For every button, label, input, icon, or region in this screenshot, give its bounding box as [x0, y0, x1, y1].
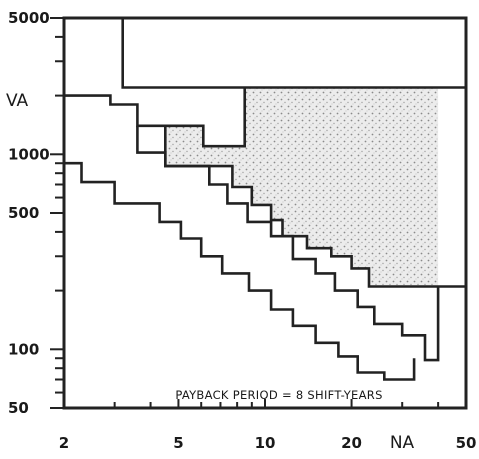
y-axis-title: VA — [6, 91, 29, 111]
shaded-region — [165, 87, 439, 287]
x-tick-label: 50 — [456, 434, 477, 452]
x-tick-label: 10 — [255, 434, 276, 452]
x-tick-label: 2 — [59, 434, 69, 452]
y-tick-label: 500 — [8, 204, 39, 222]
y-tick-label: 50 — [8, 399, 29, 417]
y-tick-label: 5000 — [8, 9, 50, 27]
boundary-line-5 — [64, 161, 416, 381]
x-axis-title: NA — [390, 433, 415, 453]
boundary-line-1 — [121, 18, 466, 89]
series-layer — [64, 18, 466, 381]
y-tick-label: 100 — [8, 340, 39, 358]
y-tick-label: 1000 — [8, 145, 50, 163]
y-ticks-layer: 50 100 500 1000 5000 — [8, 9, 64, 417]
x-tick-label: 5 — [173, 434, 183, 452]
boundary-line-2 — [64, 87, 246, 148]
x-tick-label: 20 — [341, 434, 362, 452]
boundary-line-4 — [136, 125, 440, 362]
shaded-region-layer — [165, 87, 439, 287]
x-ticks-layer: 2 5 10 20 50 — [59, 399, 477, 452]
payback-annotation: PAYBACK PERIOD = 8 SHIFT-YEARS — [175, 388, 382, 402]
